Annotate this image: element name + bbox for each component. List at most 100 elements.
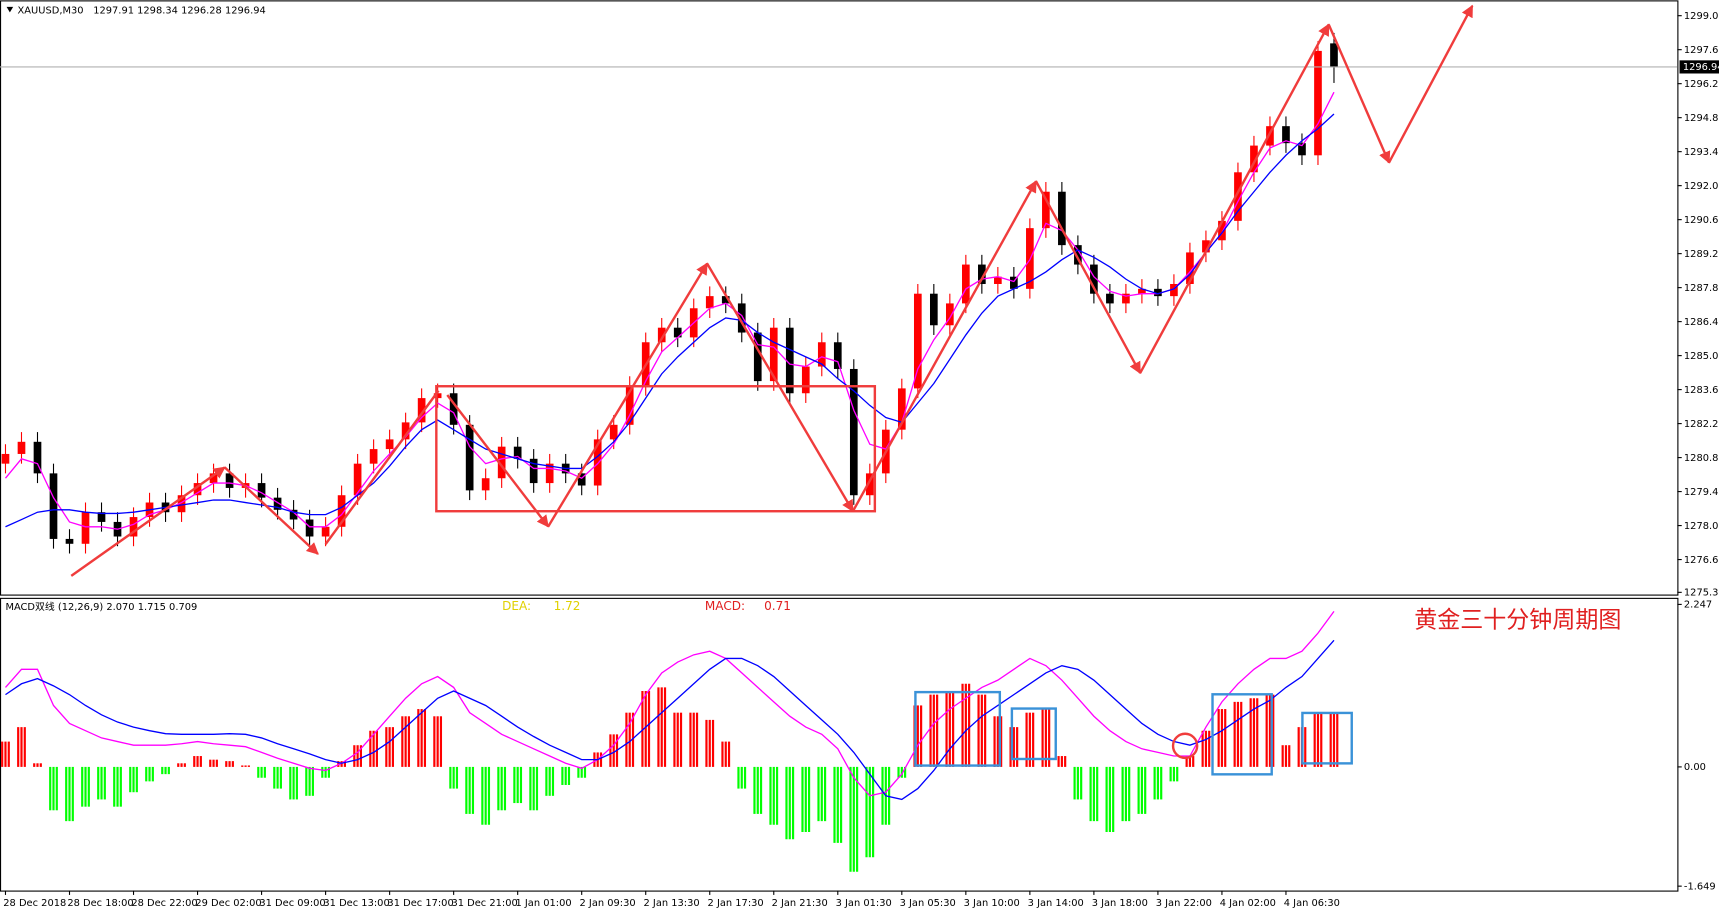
y-tick-label: 1275.30: [1684, 588, 1719, 599]
y-tick-label: 1299.05: [1684, 11, 1719, 22]
trend-arrow: [1327, 23, 1391, 164]
x-tick-label: 2 Jan 21:30: [772, 898, 828, 909]
trend-arrow: [1034, 180, 1142, 375]
x-tick-label: 3 Jan 18:00: [1092, 898, 1148, 909]
candle-body: [1170, 283, 1178, 297]
candle-body: [1314, 50, 1322, 156]
symbol: XAUUSD,M30: [18, 5, 84, 16]
highlight-circle: [1171, 732, 1199, 760]
candle-body: [1234, 172, 1242, 221]
candle-body: [257, 483, 266, 498]
candle-body: [897, 388, 906, 430]
candle-body: [385, 439, 394, 450]
indicator-line: [4, 91, 1335, 530]
candle-body: [1106, 293, 1114, 304]
x-tick-label: 3 Jan 10:00: [964, 898, 1020, 909]
annotations: [70, 4, 1474, 776]
x-tick-label: 3 Jan 14:00: [1028, 898, 1084, 909]
candle-body: [994, 276, 1002, 284]
indicator-line: [4, 611, 1335, 797]
candle-body: [321, 526, 330, 537]
candle-body: [1154, 288, 1162, 297]
y-tick-label: 1287.85: [1684, 283, 1719, 294]
range-box: [435, 385, 877, 513]
trend-arrow: [851, 180, 1038, 512]
pane-toggle: [6, 6, 14, 13]
y-tick-label: -1.649: [1684, 881, 1716, 892]
candle-body: [401, 422, 410, 440]
macd-value: 0.71: [764, 599, 791, 613]
x-tick-label: 31 Dec 13:00: [323, 898, 389, 909]
candle-body: [577, 473, 586, 486]
candle-body: [81, 512, 90, 544]
symbol-title: XAUUSD,M30 1297.91 1298.34 1296.28 1296.…: [18, 5, 266, 16]
candle-body: [449, 393, 458, 425]
highlight-box: [1301, 711, 1353, 765]
candle-body: [17, 441, 26, 454]
candle-body: [801, 366, 810, 394]
trend-arrow: [446, 394, 550, 528]
candle-body: [1074, 245, 1082, 265]
candle-body: [369, 449, 378, 464]
trend-arrow: [547, 262, 709, 528]
trend-arrow: [223, 466, 319, 555]
candle-body: [193, 483, 202, 496]
candle-body: [1218, 220, 1226, 241]
annotation: 黄金三十分钟周期图: [1414, 607, 1621, 633]
indicator-line: [5, 639, 1335, 801]
macd-title: MACD双线 (12,26,9) 2.070 1.715 0.709: [5, 600, 197, 613]
candle-body: [962, 264, 970, 304]
x-tick-label: 28 Dec 2018: [3, 898, 66, 909]
candle-body: [417, 398, 426, 423]
candle-body: [865, 473, 874, 496]
candle-body: [593, 439, 602, 486]
dea-value: 1.72: [554, 599, 581, 613]
candle-body: [65, 538, 74, 544]
candle-body: [337, 495, 346, 527]
ohlc-open: 1297.91: [93, 5, 134, 16]
candle-body: [753, 332, 762, 382]
candle-body: [721, 296, 730, 304]
x-tick-label: 31 Dec 21:00: [451, 898, 517, 909]
candle-body: [929, 293, 938, 326]
candle-body: [1010, 276, 1018, 289]
current-price-label: 1296.94: [1683, 62, 1719, 73]
ohlc-close: 1296.94: [225, 5, 266, 16]
candle-body: [705, 296, 714, 309]
ohlc-high: 1298.34: [137, 5, 178, 16]
y-tick-label: 1293.45: [1684, 147, 1719, 158]
y-tick-label: 0.00: [1684, 762, 1706, 773]
candle-body: [513, 446, 522, 459]
y-tick-label: 1286.45: [1684, 317, 1719, 328]
candle-body: [833, 342, 842, 369]
candle-body: [1186, 252, 1194, 284]
x-tick-label: 3 Jan 01:30: [836, 898, 892, 909]
candle-body: [849, 368, 858, 496]
x-tick-label: 4 Jan 02:00: [1220, 898, 1276, 909]
x-tick-label: 28 Dec 18:00: [67, 898, 133, 909]
candle-body: [33, 441, 42, 474]
x-tick-label: 31 Dec 09:00: [259, 898, 325, 909]
candle-body: [305, 519, 314, 537]
candle-body: [657, 327, 666, 343]
macd-label: MACD:: [705, 599, 745, 613]
candle-body: [1058, 191, 1066, 246]
candle-body: [129, 517, 138, 537]
y-tick-label: 1294.85: [1684, 113, 1719, 124]
candle-body: [1042, 191, 1050, 229]
candle-body: [289, 509, 298, 520]
candle-body: [769, 327, 778, 382]
candle-body: [1202, 240, 1210, 253]
trend-arrow: [1139, 23, 1330, 374]
x-tick-label: 29 Dec 02:00: [195, 898, 261, 909]
candle-body: [97, 512, 106, 522]
x-tick-label: 4 Jan 06:30: [1284, 898, 1340, 909]
candle-body: [1282, 126, 1290, 144]
candle-body: [1138, 288, 1146, 294]
y-tick-label: 1297.65: [1684, 45, 1719, 56]
candle-body: [545, 463, 554, 484]
candle-body: [1330, 43, 1338, 67]
x-tick-label: 3 Jan 22:00: [1156, 898, 1212, 909]
